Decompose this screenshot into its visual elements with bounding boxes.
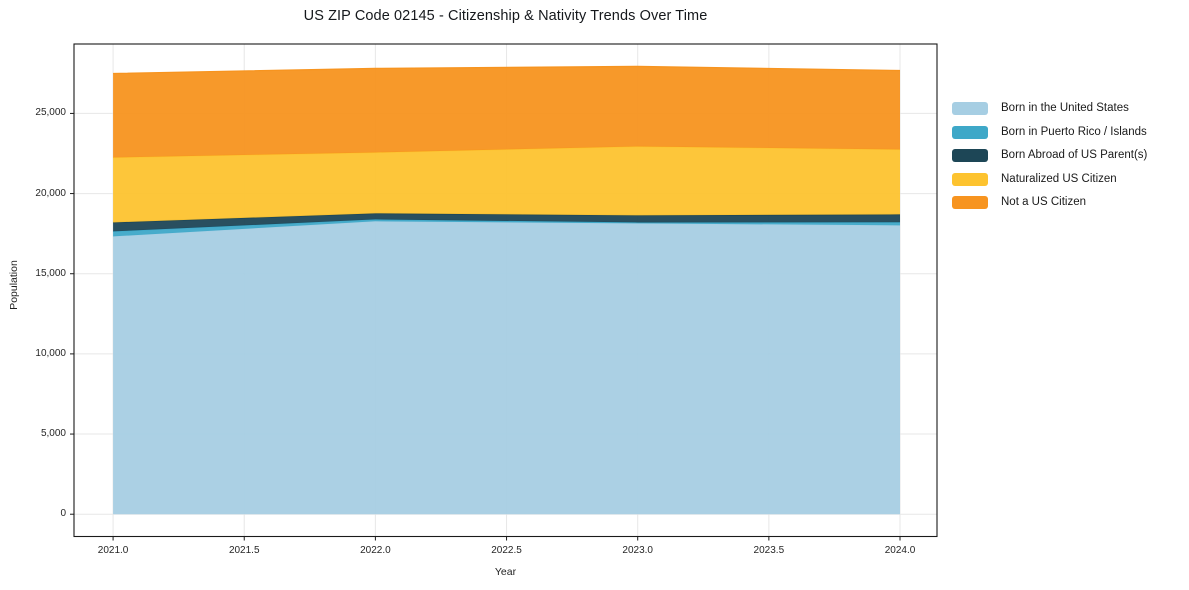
y-axis-label: Population: [8, 260, 20, 310]
legend-label: Naturalized US Citizen: [1001, 172, 1117, 185]
y-tick-label: 5,000: [40, 428, 66, 440]
x-axis-label: Year: [494, 566, 517, 578]
y-tick-label: 15,000: [35, 267, 66, 279]
x-tick-label: 2021.0: [97, 544, 129, 556]
area-series-4: [113, 66, 901, 158]
y-tick-label: 20,000: [35, 187, 66, 199]
area-series-0: [113, 221, 901, 515]
x-tick-label: 2024.0: [884, 544, 916, 556]
x-tick-label: 2023.0: [622, 544, 653, 556]
legend-swatch: [952, 149, 988, 162]
y-tick-label: 0: [60, 508, 66, 520]
legend-swatch: [952, 172, 988, 186]
y-tick-label: 10,000: [35, 347, 66, 359]
legend-item: Born in the United States: [952, 102, 1147, 115]
legend-label: Born in Puerto Rico / Islands: [1001, 125, 1147, 138]
x-tick-label: 2023.5: [753, 544, 785, 556]
chart-title: US ZIP Code 02145 - Citizenship & Nativi…: [303, 8, 708, 24]
legend-item: Born Abroad of US Parent(s): [952, 149, 1147, 162]
x-tick-label: 2022.5: [491, 544, 522, 556]
area-edge-series-4: [113, 65, 901, 75]
plot-border: [73, 43, 938, 538]
legend-swatch: [952, 196, 988, 209]
legend-label: Born in the United States: [1001, 102, 1129, 114]
legend-label: Not a US Citizen: [1001, 196, 1087, 208]
area-series-2: [113, 213, 901, 232]
legend-item: Born in Puerto Rico / Islands: [952, 125, 1147, 139]
legend-swatch: [952, 102, 988, 115]
x-tick-label: 2022.0: [360, 544, 391, 556]
y-tick-label: 25,000: [35, 107, 66, 119]
legend-item: Not a US Citizen: [952, 196, 1147, 209]
legend-item: Naturalized US Citizen: [952, 172, 1147, 186]
legend-swatch: [952, 125, 988, 139]
x-tick-label: 2021.5: [228, 544, 260, 556]
legend: Born in the United States Born in Puerto…: [952, 102, 1147, 209]
area-series-1: [113, 219, 901, 237]
legend-label: Born Abroad of US Parent(s): [1001, 149, 1148, 161]
area-series-3: [113, 146, 901, 223]
